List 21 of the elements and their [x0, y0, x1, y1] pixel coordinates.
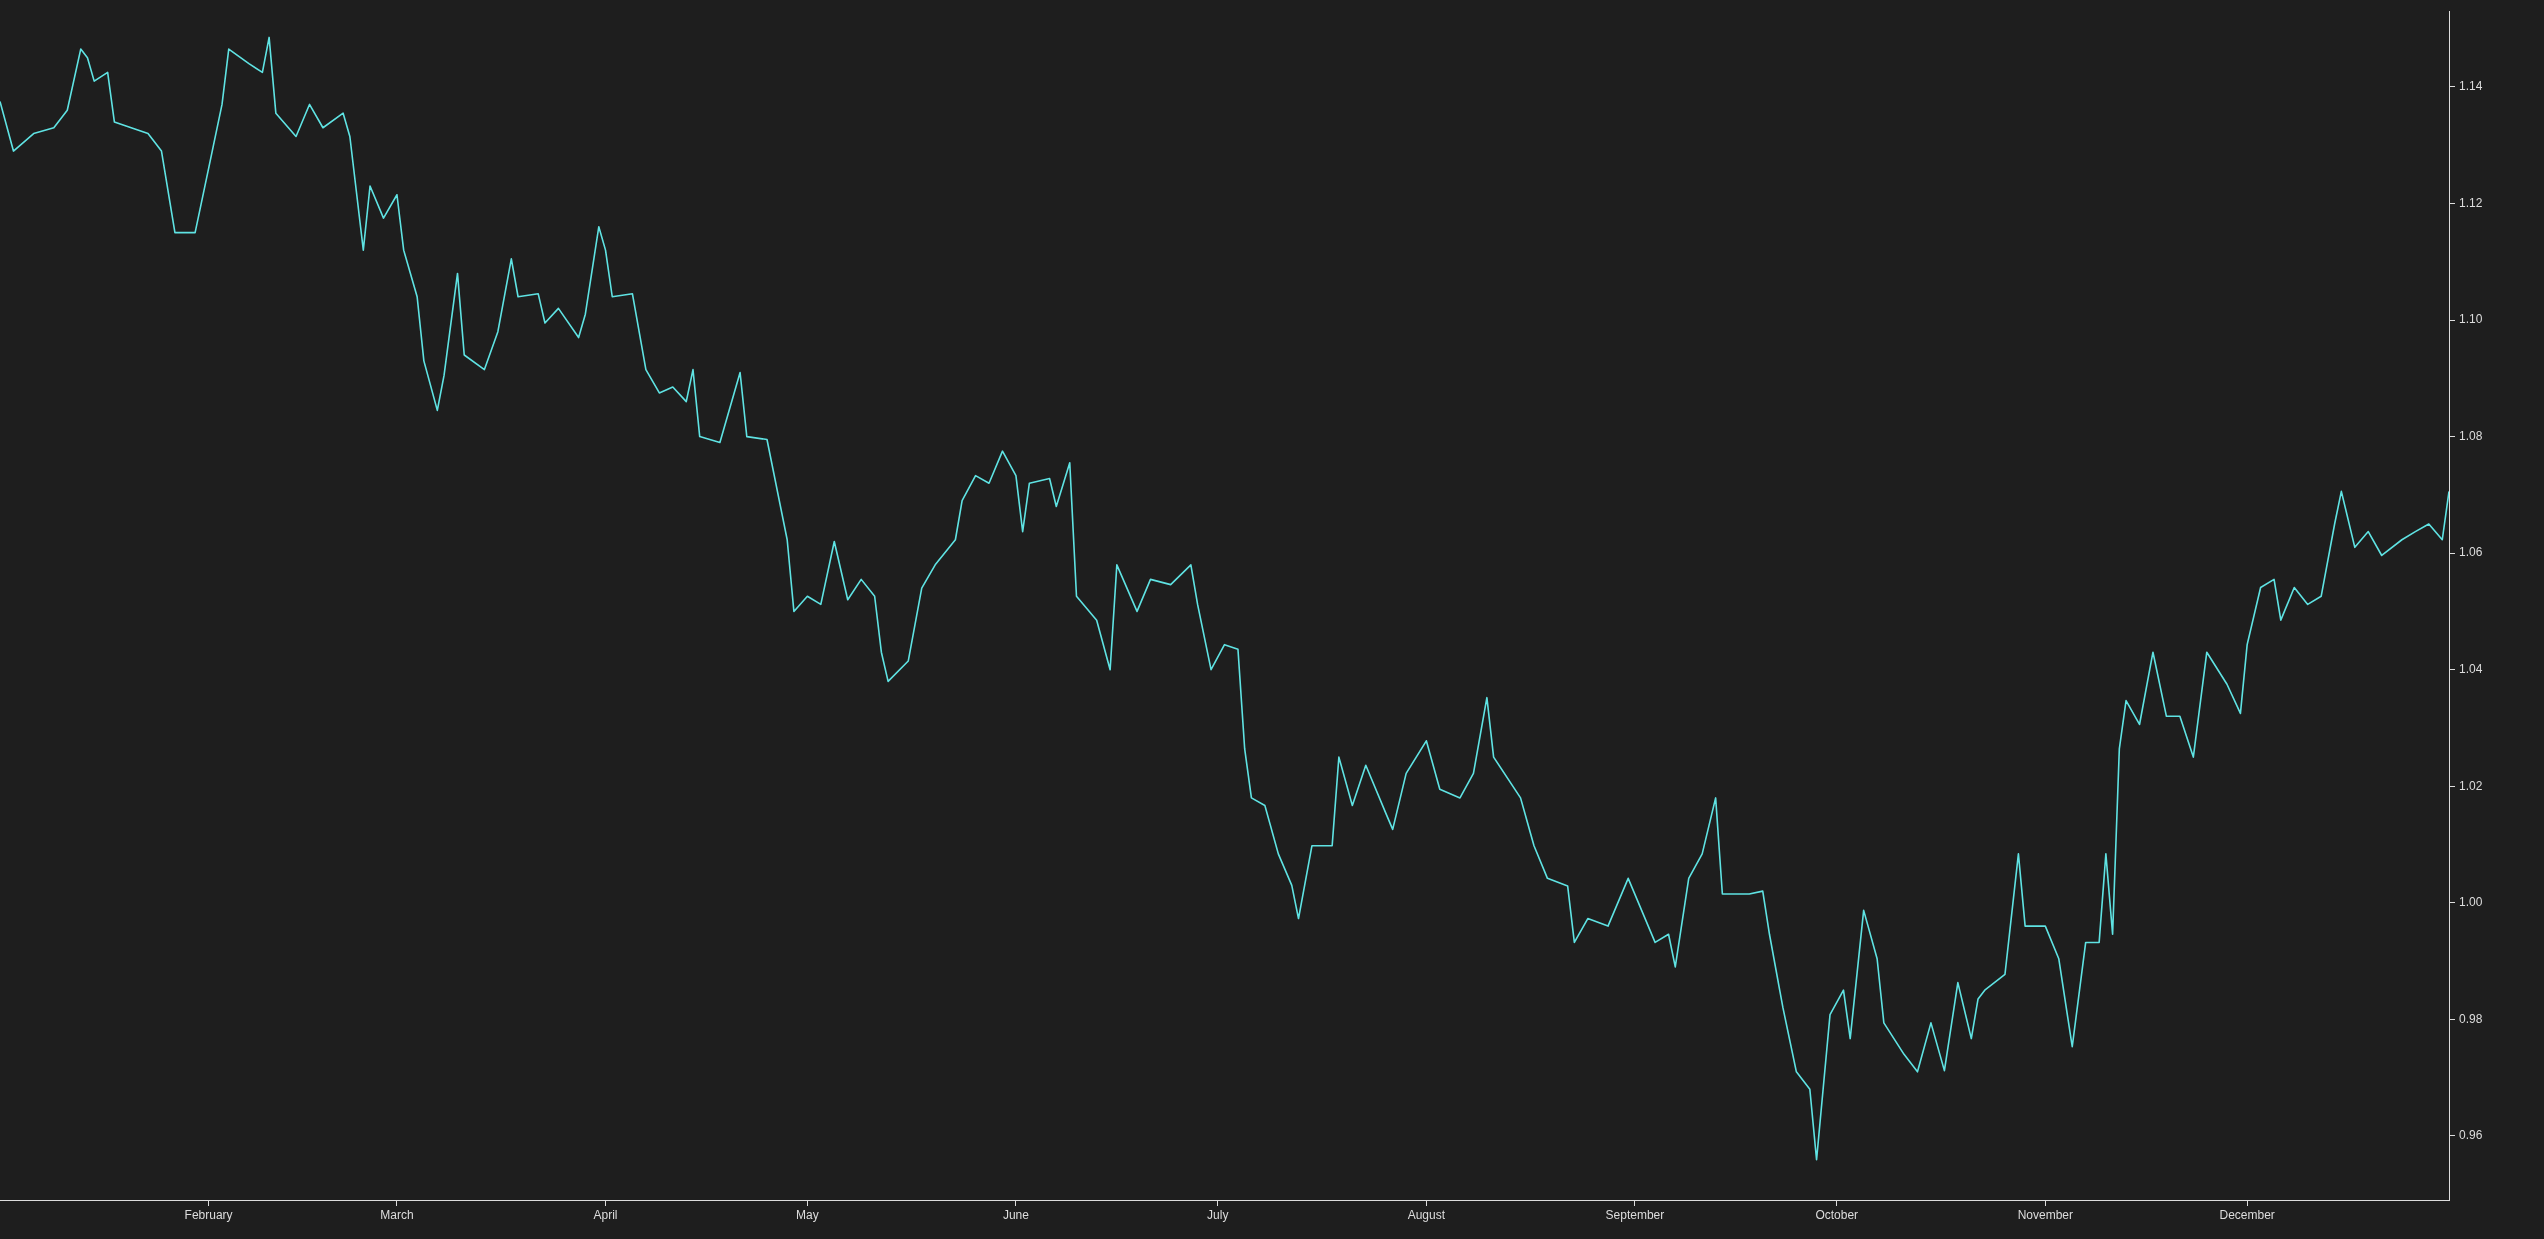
x-tick-label: December [2219, 1207, 2275, 1222]
y-tick-label: 1.12 [2459, 195, 2483, 210]
y-tick-label: 1.06 [2459, 545, 2483, 560]
y-tick-label: 0.98 [2459, 1011, 2483, 1026]
y-tick-label: 1.02 [2459, 778, 2483, 793]
x-tick-label: April [593, 1207, 618, 1222]
x-tick-label: August [1407, 1207, 1446, 1222]
y-tick-label: 1.04 [2459, 662, 2483, 677]
y-tick-label: 1.08 [2459, 428, 2483, 443]
x-tick-label: March [380, 1207, 414, 1222]
x-tick-label: September [1605, 1207, 1665, 1222]
x-tick-label: May [796, 1207, 819, 1222]
x-tick-label: October [1815, 1207, 1859, 1222]
x-tick-label: June [1002, 1207, 1030, 1222]
y-tick-label: 1.00 [2459, 895, 2483, 910]
x-tick-label: February [184, 1207, 233, 1222]
x-tick-label: November [2017, 1207, 2073, 1222]
y-tick-label: 1.10 [2459, 312, 2483, 327]
y-tick-label: 0.96 [2459, 1128, 2483, 1143]
y-tick-label: 1.14 [2459, 79, 2483, 94]
x-tick-label: July [1207, 1207, 1229, 1222]
